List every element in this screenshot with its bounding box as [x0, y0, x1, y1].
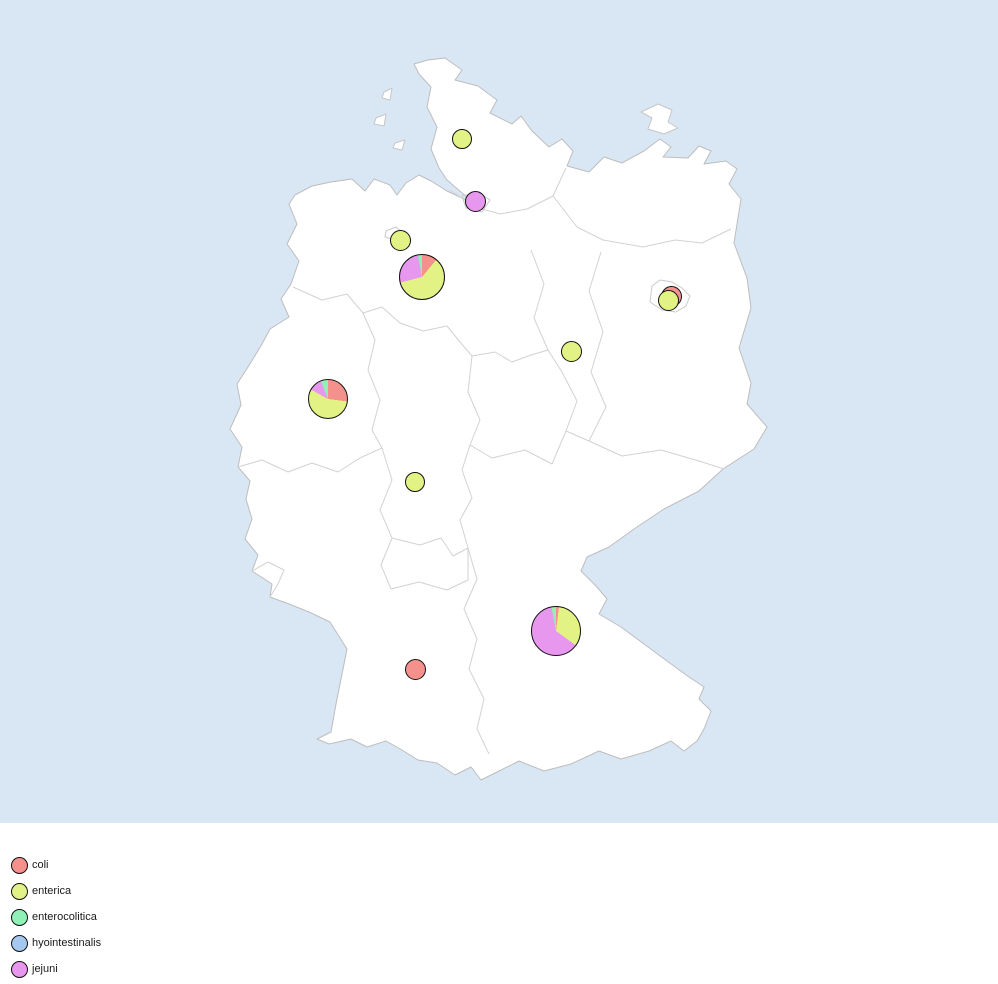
legend-swatch-jejuni [11, 961, 28, 978]
legend-item-hyointestinalis: hyointestinalis [11, 935, 998, 952]
legend-item-enterocolitica: enterocolitica [11, 909, 998, 926]
germany-map [0, 0, 998, 823]
legend-label: enterocolitica [32, 911, 97, 923]
legend-label: hyointestinalis [32, 937, 102, 949]
basemap-svg [229, 57, 768, 781]
pie-marker-north-rhine-westphalia[interactable] [308, 379, 348, 419]
pie-marker-hesse[interactable] [405, 472, 425, 492]
legend-label: jejuni [32, 963, 58, 975]
pie-marker-layer [308, 129, 682, 680]
pie-marker-berlin-front[interactable] [657, 289, 679, 311]
germany-outline [229, 57, 768, 781]
legend-swatch-hyointestinalis [11, 935, 28, 952]
pie-marker-lower-saxony[interactable] [399, 254, 445, 300]
legend-label: enterica [32, 885, 72, 897]
pie-marker-schleswig-holstein[interactable] [452, 129, 472, 149]
pie-marker-bavaria[interactable] [531, 606, 581, 656]
pie-marker-bremen[interactable] [389, 229, 411, 251]
legend-swatch-enterica [11, 883, 28, 900]
legend-item-jejuni: jejuni [11, 961, 998, 978]
pie-marker-saxony-anhalt[interactable] [560, 340, 582, 362]
coastal-islands [373, 87, 679, 151]
legend-swatch-enterocolitica [11, 909, 28, 926]
legend-item-coli: coli [11, 857, 998, 874]
species-legend: coli enterica enterocolitica hyointestinali… [0, 823, 998, 978]
legend-label: coli [32, 859, 49, 871]
pie-marker-baden-wuerttemberg[interactable] [404, 658, 426, 680]
legend-item-enterica: enterica [11, 883, 998, 900]
pie-marker-hamburg[interactable] [464, 190, 486, 212]
legend-swatch-coli [11, 857, 28, 874]
state-borders [237, 167, 732, 755]
